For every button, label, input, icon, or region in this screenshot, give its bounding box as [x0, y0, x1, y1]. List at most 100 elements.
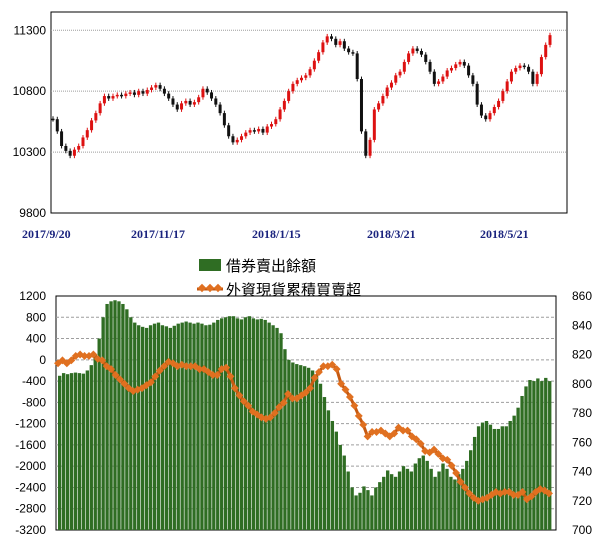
- candle-body: [115, 94, 119, 97]
- foreign-net-point: [319, 362, 328, 371]
- foreign-net-point: [270, 409, 279, 417]
- left-y-tick-label: -3200: [15, 523, 46, 537]
- foreign-net-point: [443, 455, 452, 464]
- candle-body: [214, 98, 218, 105]
- candle-body: [51, 118, 55, 121]
- foreign-net-point: [213, 371, 222, 379]
- candle-body: [210, 92, 214, 99]
- candle-body: [509, 71, 513, 82]
- candle-body: [261, 128, 265, 133]
- candle-body: [364, 131, 368, 156]
- short-balance-bar: [259, 318, 263, 530]
- candle-body: [98, 103, 102, 114]
- short-balance-bar: [449, 476, 453, 530]
- short-balance-bar: [247, 316, 252, 530]
- candle-body: [81, 137, 85, 146]
- short-balance-bar: [476, 426, 481, 530]
- short-balance-bar: [200, 323, 204, 530]
- short-balance-bar: [488, 424, 493, 530]
- candle-body: [449, 68, 453, 71]
- candle-body: [381, 96, 385, 104]
- candle-body: [402, 61, 406, 72]
- short-balance-bar: [374, 487, 378, 530]
- candle-body: [441, 76, 445, 82]
- short-balance-bar: [77, 373, 82, 530]
- candle-body: [419, 50, 423, 55]
- short-balance-bar: [405, 468, 410, 530]
- short-balance-bar: [338, 444, 342, 530]
- candle-body: [347, 48, 351, 53]
- foreign-net-point: [146, 378, 155, 387]
- left-y-tick-label: -2400: [15, 480, 46, 494]
- short-balance-bar: [196, 322, 200, 530]
- candle-body: [411, 48, 415, 54]
- left-y-tick-label: 400: [26, 332, 46, 346]
- candle-body: [124, 93, 128, 97]
- candle-body: [102, 96, 106, 104]
- short-balance-bar: [220, 318, 224, 530]
- candle-body: [394, 75, 398, 83]
- candle-body: [55, 119, 59, 132]
- short-balance-bar: [354, 495, 358, 530]
- short-balance-bar: [117, 301, 121, 530]
- right-y-tick-label: 820: [572, 348, 592, 362]
- short-balance-bar: [275, 327, 279, 530]
- x-tick-label: 2018/3/21: [367, 227, 416, 241]
- short-balance-bar: [496, 428, 501, 530]
- candle-body: [162, 88, 166, 94]
- candle-body: [548, 35, 552, 45]
- short-balance-bar: [346, 471, 350, 530]
- candle-body: [158, 85, 162, 89]
- right-y-tick-label: 860: [572, 289, 592, 303]
- legend-swatch-markers: [197, 283, 223, 293]
- candle-body: [64, 146, 68, 151]
- candle-body: [518, 65, 522, 69]
- short-balance-bar: [176, 323, 180, 530]
- candle-body: [325, 36, 329, 43]
- short-balance-bar: [378, 482, 382, 530]
- foreign-net-point: [89, 350, 98, 359]
- foreign-net-point: [545, 489, 553, 498]
- short-balance-bar: [192, 323, 196, 530]
- left-y-tick-label: -2000: [15, 459, 46, 473]
- candle-body: [342, 41, 346, 49]
- candle-body: [385, 87, 389, 97]
- short-balance-bar: [397, 471, 402, 530]
- candle-body: [445, 70, 449, 77]
- foreign-net-point: [208, 371, 217, 379]
- x-tick-label: 2018/5/21: [480, 227, 529, 241]
- candle-body: [479, 104, 483, 116]
- candle-body: [462, 61, 466, 66]
- short-balance-bar: [409, 471, 414, 530]
- right-y-tick-label: 760: [572, 435, 592, 449]
- short-balance-bar: [188, 322, 192, 530]
- short-balance-bar: [144, 327, 149, 530]
- short-balance-bar: [105, 303, 109, 530]
- candle-body: [355, 53, 359, 79]
- foreign-net-point: [434, 449, 443, 458]
- short-balance-bar: [235, 318, 240, 530]
- short-balance-bar: [287, 359, 291, 530]
- foreign-net-point: [461, 483, 469, 492]
- left-y-tick-label: -800: [22, 395, 46, 409]
- foreign-net-point: [328, 360, 337, 369]
- foreign-net-point: [226, 372, 235, 381]
- foreign-net-point: [235, 391, 244, 400]
- candle-body: [492, 107, 496, 114]
- candle-body: [428, 61, 432, 72]
- foreign-net-point: [399, 426, 408, 435]
- short-balance-bar: [314, 375, 319, 530]
- short-balance-bar: [61, 373, 66, 530]
- candle-body: [120, 94, 124, 97]
- right-y-tick-label: 720: [572, 494, 592, 508]
- candle-body: [128, 92, 132, 94]
- short-balance-bar: [223, 317, 228, 530]
- short-balance-bar: [532, 381, 536, 530]
- candle-body: [407, 53, 411, 62]
- short-balance-bar: [366, 490, 370, 530]
- short-balance-bar: [508, 420, 512, 530]
- candle-body: [497, 100, 501, 108]
- foreign-net-point: [195, 365, 204, 374]
- foreign-net-point: [111, 371, 120, 379]
